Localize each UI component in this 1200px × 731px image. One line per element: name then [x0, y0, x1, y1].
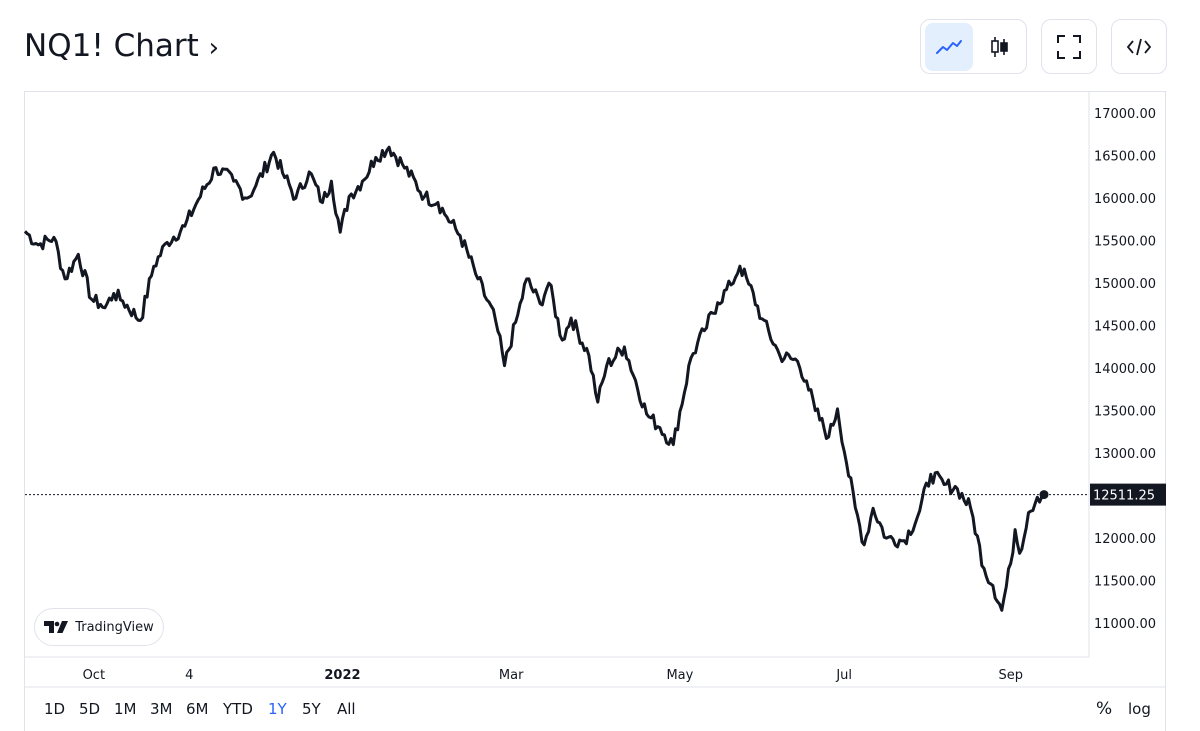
- current-price-label: 12511.25: [1093, 489, 1155, 504]
- price-tick-label: 14000.00: [1094, 362, 1156, 377]
- time-tick-label: 2022: [324, 668, 360, 683]
- last-price-point: [1039, 490, 1049, 500]
- timeframe-5y[interactable]: 5Y: [302, 700, 321, 718]
- price-tick-label: 13000.00: [1094, 447, 1156, 462]
- line-chart-icon: [936, 40, 962, 54]
- price-tick-label: 16500.00: [1094, 150, 1156, 165]
- chart-style-toggle: [920, 19, 1027, 74]
- timeframe-all[interactable]: All: [337, 700, 356, 718]
- timeframe-ytd[interactable]: YTD: [223, 700, 253, 718]
- log-scale-button[interactable]: log: [1128, 700, 1151, 718]
- price-axis: 17000.00 16500.00 16000.00 15500.00 15000.00…: [1090, 107, 1166, 632]
- timeframe-3m[interactable]: 3M: [150, 700, 173, 718]
- fullscreen-icon: [1057, 34, 1081, 59]
- time-axis: Oct 4 2022 Mar May Jul Sep: [83, 668, 1023, 683]
- price-tick-label: 12000.00: [1094, 532, 1156, 547]
- time-tick-label: 4: [185, 668, 193, 683]
- price-tick-label: 15500.00: [1094, 235, 1156, 250]
- timeframe-1y[interactable]: 1Y: [268, 700, 287, 718]
- price-tick-label: 13500.00: [1094, 405, 1156, 420]
- price-tick-label: 11000.00: [1094, 617, 1156, 632]
- percent-scale-button[interactable]: %: [1096, 699, 1113, 719]
- chart-frame: [24, 91, 1166, 731]
- price-tick-label: 14500.00: [1094, 320, 1156, 335]
- time-tick-label: Sep: [998, 668, 1023, 683]
- embed-code-icon: [1126, 38, 1152, 55]
- fullscreen-button[interactable]: [1041, 19, 1097, 74]
- candlestick-icon: [991, 37, 1008, 57]
- price-series-line: [23, 145, 1046, 612]
- page-title[interactable]: NQ1! Chart ›: [24, 26, 219, 68]
- embed-code-button[interactable]: [1111, 19, 1167, 74]
- chart-title[interactable]: NQ1! Chart: [24, 28, 199, 64]
- candlestick-button[interactable]: [975, 23, 1023, 71]
- chevron-right-icon[interactable]: ›: [208, 33, 220, 63]
- time-tick-label: Mar: [499, 668, 524, 683]
- price-tick-label: 16000.00: [1094, 192, 1156, 207]
- timeframe-1d[interactable]: 1D: [44, 700, 66, 718]
- plot-area: [23, 145, 1089, 612]
- price-tick-label: 11500.00: [1094, 575, 1156, 590]
- tradingview-label: TradingView: [75, 619, 154, 635]
- timeframe-1m[interactable]: 1M: [114, 700, 137, 718]
- line-chart-button[interactable]: [925, 23, 973, 71]
- price-tick-label: 17000.00: [1094, 107, 1156, 122]
- tradingview-badge[interactable]: TradingView: [34, 608, 164, 646]
- time-tick-label: Oct: [83, 668, 105, 683]
- time-tick-label: Jul: [835, 668, 852, 683]
- tradingview-logo-icon: [44, 621, 69, 633]
- time-tick-label: May: [666, 668, 693, 683]
- price-tick-label: 15000.00: [1094, 277, 1156, 292]
- timeframe-5d[interactable]: 5D: [79, 700, 101, 718]
- timeframe-6m[interactable]: 6M: [186, 700, 209, 718]
- current-price-badge: [1090, 483, 1166, 506]
